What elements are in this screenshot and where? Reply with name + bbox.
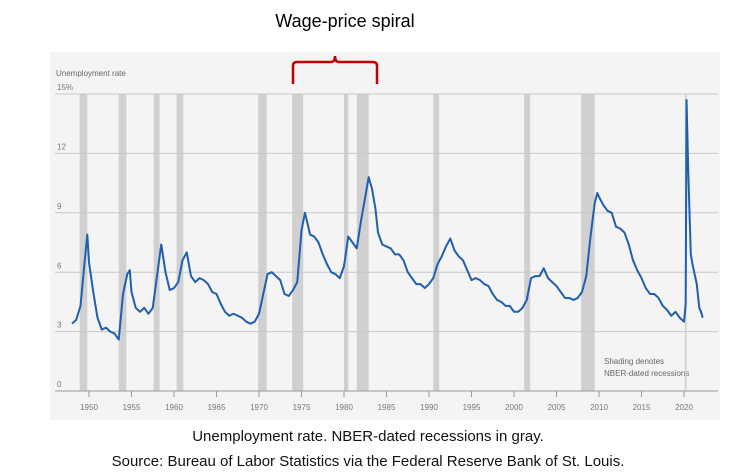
recession-band xyxy=(79,94,88,391)
recession-note: Shading denotes xyxy=(604,357,664,366)
recession-band xyxy=(258,94,267,391)
x-tick-label: 1990 xyxy=(420,403,438,412)
annotation-bracket xyxy=(291,55,379,84)
x-tick-label: 2000 xyxy=(505,403,523,412)
x-tick-label: 1975 xyxy=(293,403,311,412)
x-tick-label: 1995 xyxy=(463,403,481,412)
x-tick-label: 2020 xyxy=(675,403,693,412)
y-tick-label: 6 xyxy=(57,261,62,270)
x-tick-label: 1985 xyxy=(378,403,396,412)
x-tick-label: 1980 xyxy=(335,403,353,412)
caption: Source: Bureau of Labor Statistics via t… xyxy=(112,453,625,470)
y-tick-label: 15% xyxy=(57,83,73,92)
y-tick-label: 0 xyxy=(57,380,62,389)
caption: Unemployment rate. NBER-dated recessions… xyxy=(192,428,544,445)
recession-band xyxy=(356,94,369,391)
recession-note: NBER-dated recessions xyxy=(604,369,689,378)
x-tick-label: 1950 xyxy=(80,403,98,412)
recession-band xyxy=(118,94,127,391)
recession-band xyxy=(433,94,440,391)
x-tick-label: 2015 xyxy=(633,403,651,412)
x-tick-label: 1960 xyxy=(165,403,183,412)
x-tick-label: 2010 xyxy=(590,403,608,412)
y-tick-label: 12 xyxy=(57,143,66,152)
x-tick-label: 1970 xyxy=(250,403,268,412)
y-tick-label: 3 xyxy=(57,321,62,330)
recession-band xyxy=(581,94,595,391)
x-tick-label: 1965 xyxy=(208,403,226,412)
data-line xyxy=(71,98,704,341)
y-axis-label: Unemployment rate xyxy=(56,69,126,78)
chart-panel xyxy=(50,52,720,420)
x-tick-label: 1955 xyxy=(123,403,141,412)
x-tick-label: 2005 xyxy=(548,403,566,412)
annotation-title: Wage-price spiral xyxy=(275,11,414,31)
recession-band xyxy=(153,94,160,391)
recession-band xyxy=(524,94,531,391)
recession-band xyxy=(344,94,349,391)
y-tick-label: 9 xyxy=(57,202,62,211)
recession-band xyxy=(292,94,304,391)
recession-band xyxy=(176,94,184,391)
